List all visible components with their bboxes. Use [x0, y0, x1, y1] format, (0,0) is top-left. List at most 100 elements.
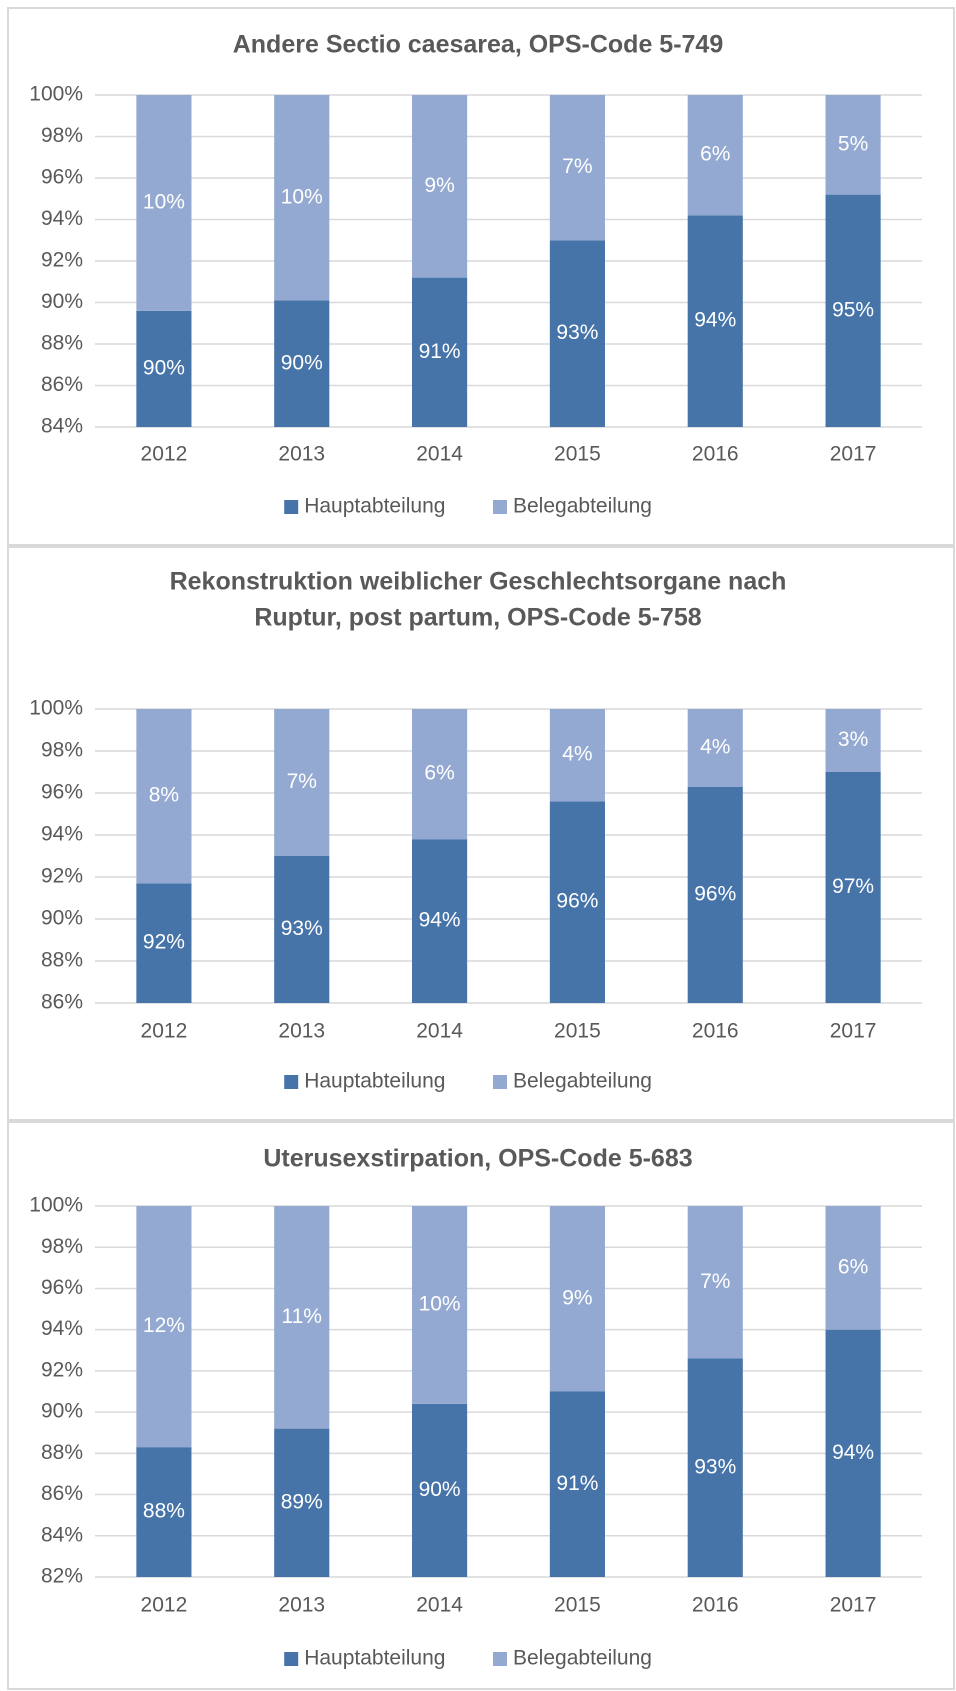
data-label: 91% — [419, 340, 461, 363]
bar-segment — [825, 1329, 881, 1577]
legend-label: Hauptabteilung — [304, 495, 445, 518]
data-label: 88% — [143, 1500, 185, 1523]
y-tick-label: 100% — [29, 1194, 83, 1217]
y-tick-label: 98% — [41, 124, 83, 147]
data-label: 93% — [281, 917, 323, 940]
bar-segment — [136, 709, 192, 884]
x-tick-label: 2012 — [141, 443, 188, 466]
data-label: 94% — [832, 1441, 874, 1464]
y-tick-label: 88% — [41, 332, 83, 355]
y-tick-label: 86% — [41, 991, 83, 1014]
chart-title: Andere Sectio caesarea, OPS-Code 5-749 — [233, 31, 724, 59]
bar-segment — [274, 856, 330, 1003]
y-tick-label: 96% — [41, 781, 83, 804]
bar-segment — [549, 801, 605, 1003]
legend-swatch — [284, 1075, 299, 1089]
bar-segment — [412, 277, 468, 427]
data-label: 8% — [149, 784, 179, 807]
y-tick-label: 84% — [41, 1523, 83, 1546]
legend-swatch — [493, 500, 507, 514]
data-label: 91% — [556, 1472, 598, 1495]
data-label: 5% — [838, 132, 868, 155]
bar-segment — [687, 1206, 743, 1359]
x-tick-label: 2015 — [554, 1020, 601, 1043]
y-tick-label: 94% — [41, 207, 83, 230]
bar-segment — [687, 215, 743, 427]
data-label: 97% — [832, 875, 874, 898]
y-tick-label: 100% — [29, 83, 83, 106]
data-label: 93% — [556, 321, 598, 344]
y-tick-label: 86% — [41, 1482, 83, 1505]
y-tick-label: 94% — [41, 1317, 83, 1340]
bar-segment — [274, 95, 330, 301]
y-tick-label: 86% — [41, 373, 83, 396]
bar-segment — [274, 1428, 330, 1577]
data-label: 90% — [419, 1478, 461, 1501]
x-tick-label: 2013 — [278, 443, 325, 466]
bar-segment — [412, 1206, 468, 1404]
bar-segment — [412, 839, 468, 1003]
data-label: 89% — [281, 1490, 323, 1513]
y-tick-label: 98% — [41, 1235, 83, 1258]
x-tick-label: 2016 — [692, 443, 739, 466]
data-label: 96% — [694, 882, 736, 905]
y-tick-label: 90% — [41, 1400, 83, 1423]
x-tick-label: 2012 — [141, 1020, 188, 1043]
bar-segment — [825, 194, 881, 427]
bar-segment — [136, 95, 192, 311]
y-tick-label: 90% — [41, 907, 83, 930]
x-tick-label: 2016 — [692, 1594, 739, 1617]
legend-label: Belegabteilung — [513, 1647, 652, 1670]
data-label: 12% — [143, 1314, 185, 1337]
x-tick-label: 2016 — [692, 1020, 739, 1043]
data-label: 11% — [282, 1305, 322, 1328]
x-tick-label: 2014 — [416, 1020, 463, 1043]
x-tick-label: 2012 — [141, 1594, 188, 1617]
bar-segment — [549, 240, 605, 427]
data-label: 10% — [281, 185, 323, 208]
data-label: 6% — [424, 762, 454, 785]
data-label: 94% — [419, 909, 461, 932]
legend-swatch — [284, 500, 299, 514]
bar-segment — [825, 95, 881, 195]
y-tick-label: 96% — [41, 1276, 83, 1299]
chart-title: Uterusexstirpation, OPS-Code 5-683 — [263, 1145, 692, 1173]
bar-segment — [549, 1391, 605, 1577]
chart-title: Rekonstruktion weiblicher Geschlechtsorg… — [170, 568, 787, 596]
y-tick-label: 88% — [41, 949, 83, 972]
y-tick-label: 88% — [41, 1441, 83, 1464]
legend-label: Belegabteilung — [513, 1070, 652, 1093]
x-tick-label: 2014 — [416, 1594, 463, 1617]
data-label: 93% — [694, 1455, 736, 1478]
bar-segment — [549, 95, 605, 241]
y-tick-label: 92% — [41, 865, 83, 888]
bar-segment — [274, 300, 330, 427]
data-label: 6% — [838, 1255, 868, 1278]
y-tick-label: 90% — [41, 290, 83, 313]
bar-segment — [136, 883, 192, 1003]
bar-segment — [825, 709, 881, 772]
data-label: 92% — [143, 931, 185, 954]
data-label: 10% — [419, 1292, 461, 1315]
bar-segment — [687, 95, 743, 216]
data-label: 9% — [562, 1286, 592, 1309]
bar-segment — [136, 1206, 192, 1448]
bar-segment — [825, 1206, 881, 1330]
y-tick-label: 92% — [41, 249, 83, 272]
bar-segment — [274, 1206, 330, 1429]
data-label: 6% — [700, 143, 730, 166]
bar-segment — [549, 709, 605, 802]
bar-segment — [687, 786, 743, 1003]
bar-segment — [136, 1447, 192, 1577]
data-label: 4% — [562, 743, 592, 766]
y-tick-label: 92% — [41, 1358, 83, 1381]
data-label: 4% — [700, 735, 730, 758]
legend-swatch — [284, 1652, 299, 1666]
data-label: 10% — [143, 190, 185, 213]
bar-segment — [687, 1358, 743, 1577]
x-tick-label: 2013 — [278, 1594, 325, 1617]
x-tick-label: 2017 — [830, 1020, 877, 1043]
data-label: 7% — [700, 1270, 730, 1293]
y-tick-label: 100% — [29, 697, 83, 720]
